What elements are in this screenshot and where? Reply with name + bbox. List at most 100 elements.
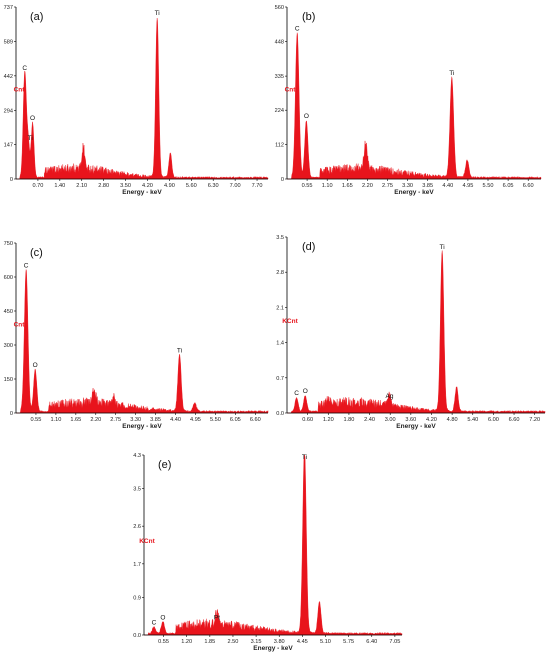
x-tick-label: 3.50 — [120, 183, 131, 189]
spectrum-area — [144, 454, 403, 636]
peak-label-o: O — [160, 614, 165, 621]
peak-label-c: C — [22, 65, 27, 72]
panel-label: (e) — [158, 459, 171, 471]
y-axis-label: Cnt — [285, 86, 297, 93]
y-tick-label: 0.9 — [133, 595, 141, 601]
x-tick-label: 7.05 — [389, 639, 400, 645]
y-tick-label: 3.5 — [133, 486, 141, 492]
y-tick-label: 0.7 — [276, 376, 284, 382]
peak-label-c: C — [24, 262, 29, 269]
y-tick-label: 0 — [281, 177, 284, 183]
y-tick-label: 2.1 — [276, 305, 284, 311]
x-axis-label: Energy - keV — [122, 423, 162, 430]
x-tick-label: 2.75 — [110, 417, 121, 423]
peak-label-ag: Ag — [386, 393, 394, 400]
x-axis-label: Energy - keV — [394, 189, 434, 196]
x-tick-label: 1.10 — [50, 417, 61, 423]
x-tick-label: 6.05 — [230, 417, 241, 423]
x-tick-label: 3.80 — [274, 639, 285, 645]
x-tick-label: 6.60 — [250, 417, 261, 423]
x-tick-label: 4.95 — [462, 183, 473, 189]
x-tick-label: 6.40 — [366, 639, 377, 645]
x-tick-label: 7.20 — [529, 417, 540, 423]
x-tick-label: 0.55 — [158, 639, 169, 645]
panel-label: (c) — [30, 247, 43, 259]
panel-label: (a) — [30, 11, 43, 23]
x-tick-label: 2.10 — [76, 183, 87, 189]
eds-panel-d: 0.0 0.7 1.4 2.1 2.8 3.5 0.60 1.20 1.80 2.40 3.00 3.… — [276, 235, 546, 430]
x-tick-label: 7.70 — [252, 183, 263, 189]
y-tick-label: 147 — [4, 143, 13, 149]
x-axis-label: Energy - keV — [122, 189, 162, 196]
x-tick-label: 1.65 — [342, 183, 353, 189]
x-tick-label: 5.50 — [483, 183, 494, 189]
y-tick-label: 0.0 — [276, 411, 284, 417]
x-tick-label: 3.00 — [385, 417, 396, 423]
x-axis-label: Energy - keV — [396, 423, 436, 430]
y-tick-label: 2.8 — [276, 270, 284, 276]
x-tick-label: 2.50 — [228, 639, 239, 645]
peak-label-c: C — [295, 26, 300, 33]
x-tick-label: 2.80 — [98, 183, 109, 189]
y-tick-label: 0 — [10, 411, 13, 417]
y-tick-label: 335 — [275, 74, 284, 80]
x-tick-label: 0.55 — [30, 417, 41, 423]
y-tick-label: 300 — [4, 343, 13, 349]
y-tick-label: 150 — [4, 377, 13, 383]
x-tick-label: 1.85 — [204, 639, 215, 645]
y-tick-label: 589 — [4, 40, 13, 46]
peak-label-ti: Ti — [449, 70, 454, 77]
y-axis-label: Cnt — [14, 321, 26, 328]
x-tick-label: 5.10 — [320, 639, 331, 645]
x-tick-label: 1.10 — [322, 183, 333, 189]
y-axis-label: KCnt — [139, 538, 155, 545]
y-tick-label: 224 — [275, 108, 284, 114]
x-tick-label: 1.80 — [343, 417, 354, 423]
x-tick-label: 6.05 — [503, 183, 514, 189]
spectrum-area — [287, 32, 542, 180]
x-tick-label: 4.40 — [170, 417, 181, 423]
eds-panel-b: 0 112 224 335 448 560 0.55 1.10 1.65 2.20 2.75 3.30… — [275, 5, 542, 196]
y-tick-label: 294 — [4, 108, 13, 114]
peak-label-ti: Ti — [28, 135, 33, 142]
x-tick-label: 4.20 — [426, 417, 437, 423]
y-tick-label: 450 — [4, 309, 13, 315]
x-tick-label: 0.60 — [302, 417, 313, 423]
x-tick-label: 1.20 — [181, 639, 192, 645]
x-tick-label: 3.85 — [422, 183, 433, 189]
x-tick-label: 4.90 — [164, 183, 175, 189]
peak-label-o: O — [33, 362, 38, 369]
x-tick-label: 4.80 — [447, 417, 458, 423]
panel-label: (b) — [302, 11, 315, 23]
spectrum-area — [287, 250, 546, 414]
x-tick-label: 4.20 — [142, 183, 153, 189]
y-tick-label: 4.3 — [133, 453, 141, 459]
x-tick-label: 4.95 — [190, 417, 201, 423]
x-tick-label: 3.60 — [405, 417, 416, 423]
y-tick-label: 1.7 — [133, 562, 141, 568]
panel-label: (d) — [302, 241, 315, 253]
y-tick-label: 1.4 — [276, 341, 284, 347]
eds-panel-c: 0 150 300 450 600 750 0.55 1.10 1.65 2.20 2.75 3.30… — [4, 241, 269, 430]
x-tick-label: 1.20 — [323, 417, 334, 423]
x-tick-label: 3.15 — [251, 639, 262, 645]
x-tick-label: 0.70 — [32, 183, 43, 189]
spectrum-area — [16, 269, 269, 414]
x-tick-label: 1.65 — [70, 417, 81, 423]
x-tick-label: 3.30 — [402, 183, 413, 189]
peak-label-ti: Ti — [302, 454, 307, 461]
peak-label-c: C — [294, 390, 299, 397]
x-tick-label: 6.30 — [208, 183, 219, 189]
y-tick-label: 2.6 — [133, 524, 141, 530]
peak-label-c: C — [152, 620, 157, 627]
x-tick-label: 0.55 — [302, 183, 313, 189]
spectrum-area — [16, 18, 269, 180]
x-axis-label: Energy - keV — [253, 645, 293, 652]
y-tick-label: 560 — [275, 5, 284, 11]
x-tick-label: 6.00 — [488, 417, 499, 423]
x-tick-label: 7.00 — [230, 183, 241, 189]
x-tick-label: 6.60 — [523, 183, 534, 189]
y-tick-label: 600 — [4, 275, 13, 281]
x-tick-label: 5.60 — [186, 183, 197, 189]
peak-label-o: O — [304, 113, 309, 120]
